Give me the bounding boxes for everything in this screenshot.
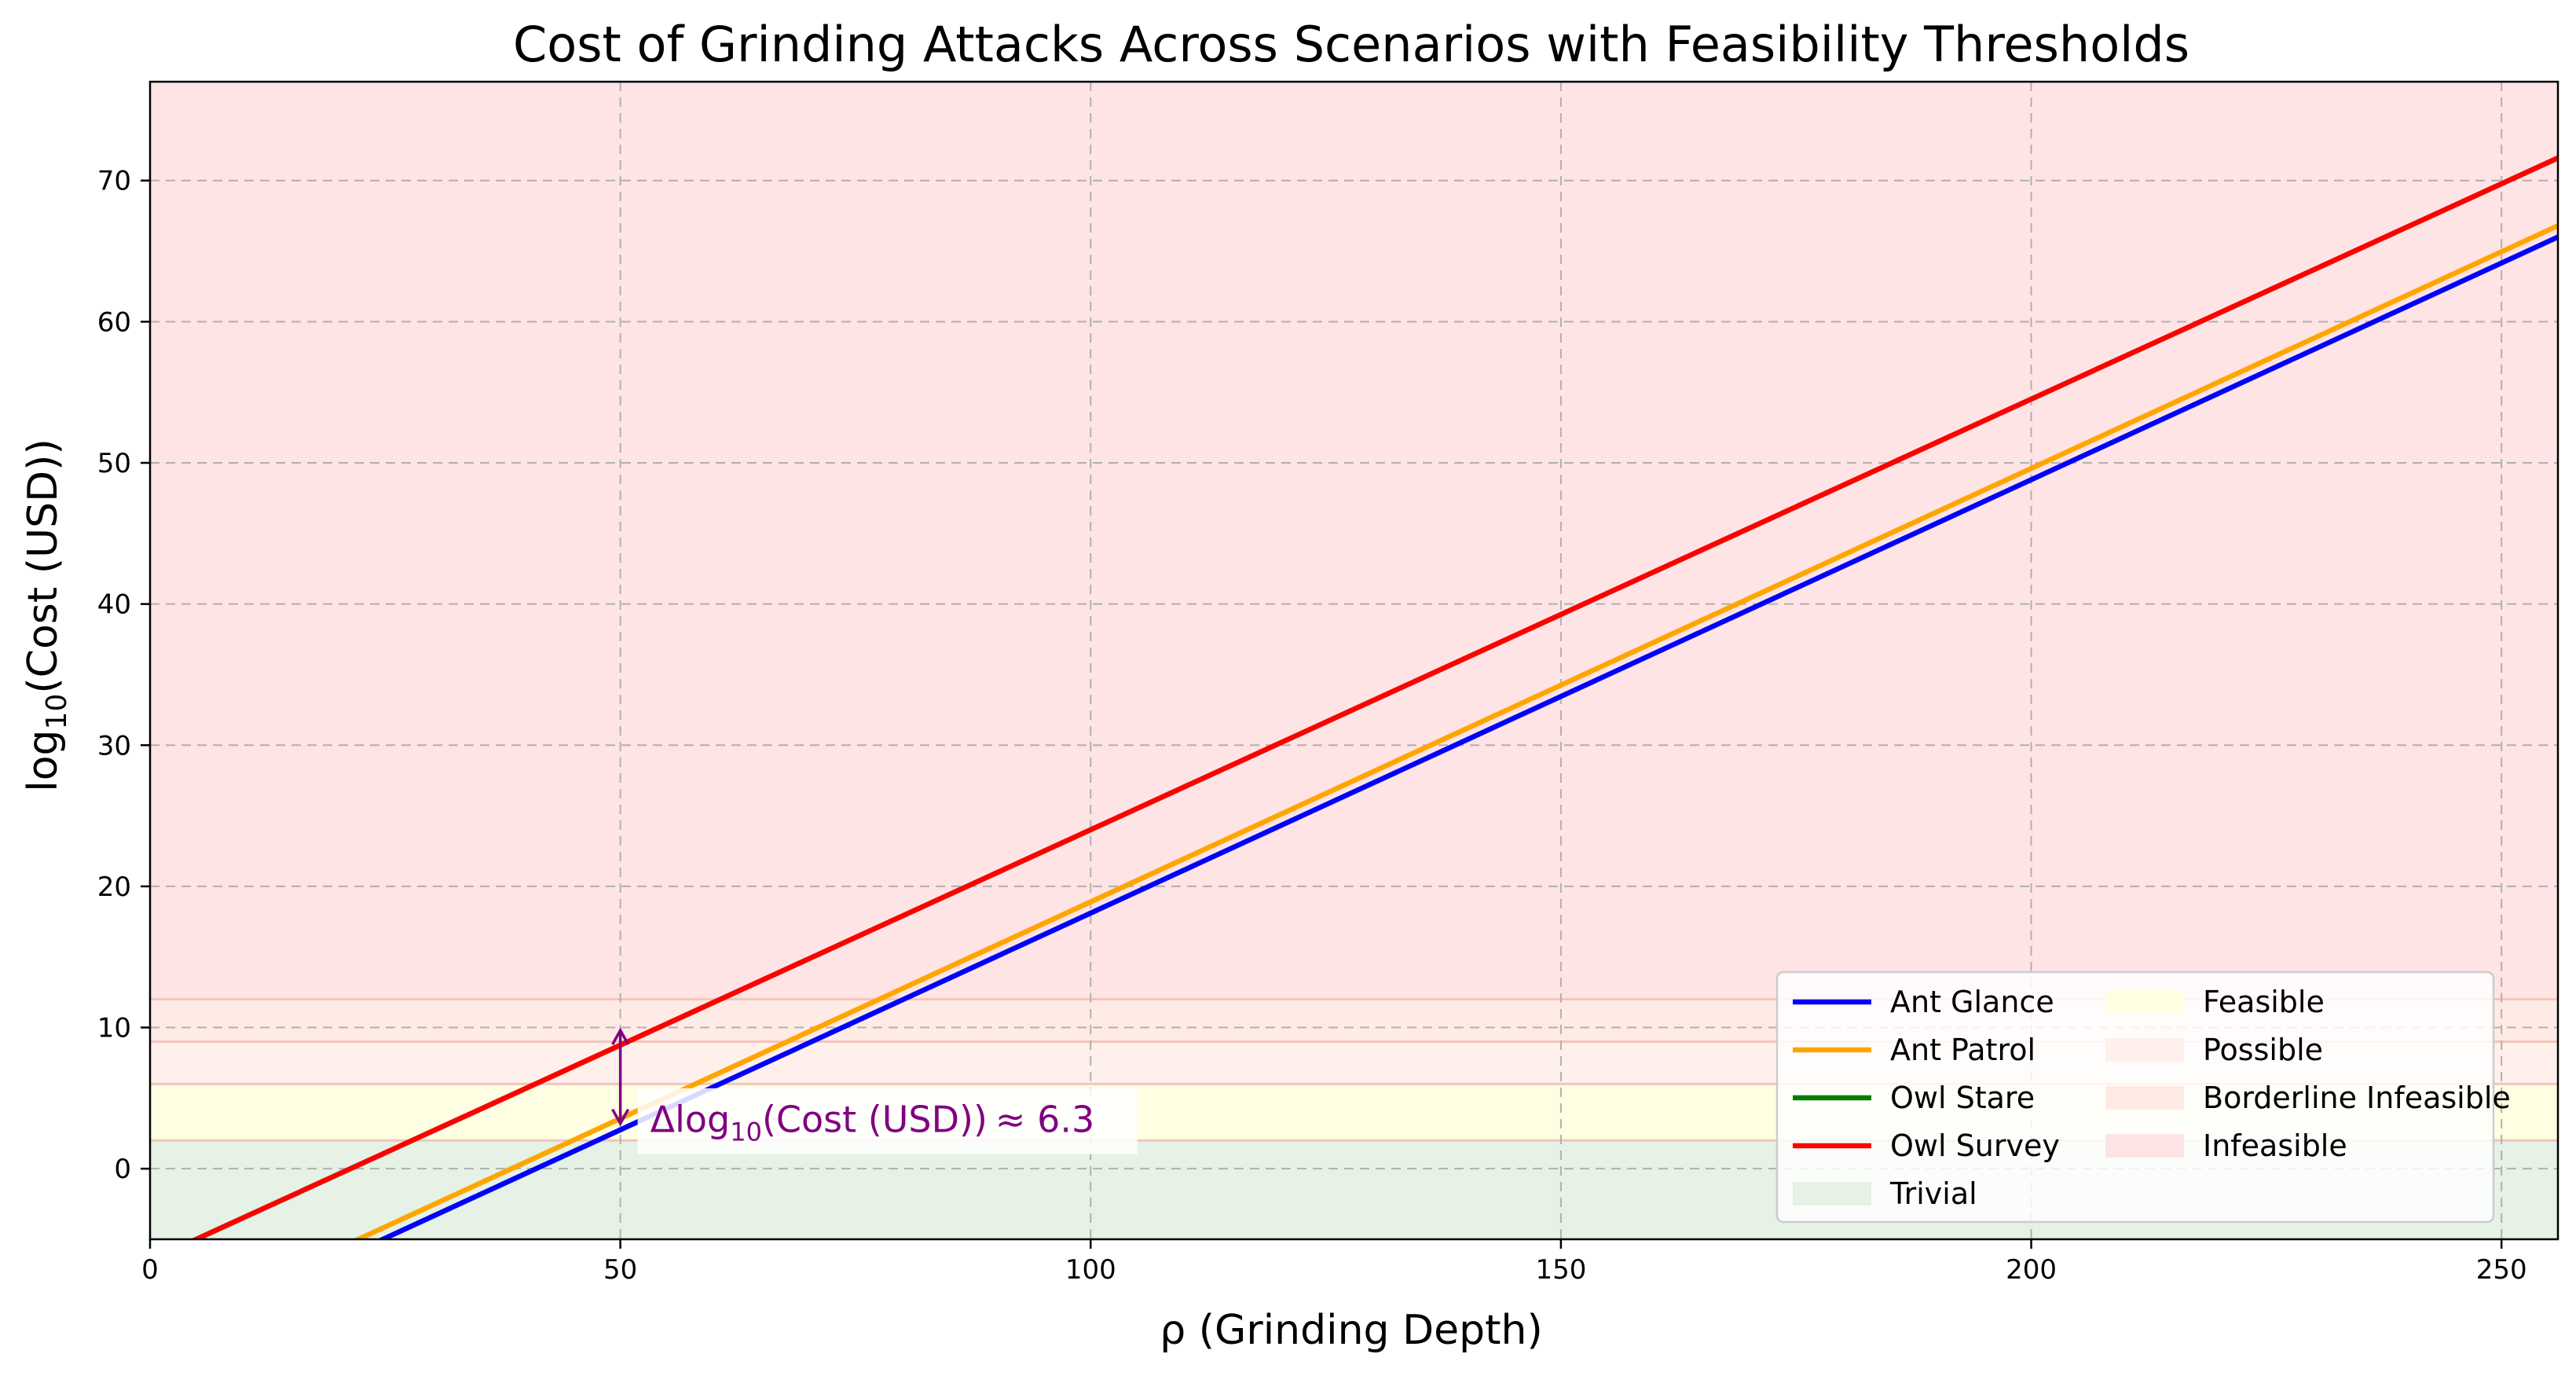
x-axis-ticks: 0 50 100 150 200 250 [141, 1239, 2527, 1286]
x-tick-label-150: 150 [1535, 1254, 1586, 1286]
legend-swatch-feasible [2105, 990, 2184, 1014]
annotation-text-sub: 10 [730, 1117, 762, 1147]
y-axis-ticks: 0 10 20 30 40 50 60 70 [97, 166, 150, 1185]
y-axis-label-log: log [20, 729, 67, 791]
chart-title: Cost of Grinding Attacks Across Scenario… [513, 16, 2189, 73]
y-tick-label-20: 20 [97, 871, 131, 903]
x-axis-label: ρ (Grinding Depth) [1160, 1307, 1543, 1354]
legend-label-ant-glance: Ant Glance [1890, 985, 2054, 1019]
annotation-box [637, 1088, 1138, 1154]
annotation-arrow-head-bottom [611, 1108, 630, 1127]
y-axis-label-sub: 10 [41, 694, 73, 730]
y-tick-label-10: 10 [97, 1013, 131, 1044]
x-tick-label-200: 200 [2006, 1254, 2057, 1286]
legend-swatch-borderline-infeasible [2105, 1086, 2184, 1110]
series-lines [190, 156, 2558, 1239]
legend-label-possible: Possible [2203, 1033, 2323, 1067]
annotation-text: Δlog10(Cost (USD)) ≈ 6.3 [650, 1098, 1095, 1147]
legend-label-borderline-infeasible: Borderline Infeasible [2203, 1081, 2511, 1115]
y-tick-label-40: 40 [97, 589, 131, 621]
legend-label-feasible: Feasible [2203, 985, 2325, 1019]
y-tick-label-0: 0 [114, 1154, 131, 1185]
annotation-text-value: ≈ 6.3 [995, 1098, 1094, 1140]
series-line-owl-survey [190, 156, 2558, 1239]
legend-label-infeasible: Infeasible [2203, 1128, 2347, 1163]
legend-swatch-trivial [1793, 1182, 1871, 1205]
legend-swatch-infeasible [2105, 1134, 2184, 1158]
x-tick-label-250: 250 [2476, 1254, 2527, 1286]
legend: Ant Glance Ant Patrol Owl Stare Owl Survey T… [1775, 971, 2511, 1224]
legend-swatch-possible [2105, 1038, 2184, 1062]
x-tick-label-50: 50 [603, 1254, 637, 1286]
plot-frame [148, 80, 2560, 1241]
y-tick-label-70: 70 [97, 166, 131, 197]
legend-label-owl-stare: Owl Stare [1890, 1081, 2035, 1115]
annotation-arrow-head-top [611, 1027, 630, 1045]
annotation-text-rest: (Cost (USD)) [762, 1098, 988, 1140]
legend-label-trivial: Trivial [1889, 1176, 1977, 1211]
y-axis-label: log10(Cost (USD)) [20, 438, 73, 791]
y-tick-label-50: 50 [97, 448, 131, 479]
x-tick-label-100: 100 [1065, 1254, 1116, 1286]
y-tick-label-60: 60 [97, 306, 131, 338]
y-axis-label-rest: (Cost (USD)) [20, 438, 67, 693]
legend-label-ant-patrol: Ant Patrol [1890, 1033, 2036, 1067]
series-line-ant-patrol [352, 223, 2558, 1239]
delta-annotation: Δlog10(Cost (USD)) ≈ 6.3 [611, 1027, 1138, 1154]
series-line-ant-glance [376, 234, 2558, 1239]
y-tick-label-30: 30 [97, 730, 131, 761]
annotation-text-prefix: Δlog [650, 1098, 731, 1140]
band-infeasible [150, 82, 2558, 1000]
x-tick-label-0: 0 [141, 1254, 159, 1286]
grid [150, 82, 2558, 1239]
legend-label-owl-survey: Owl Survey [1890, 1128, 2060, 1163]
